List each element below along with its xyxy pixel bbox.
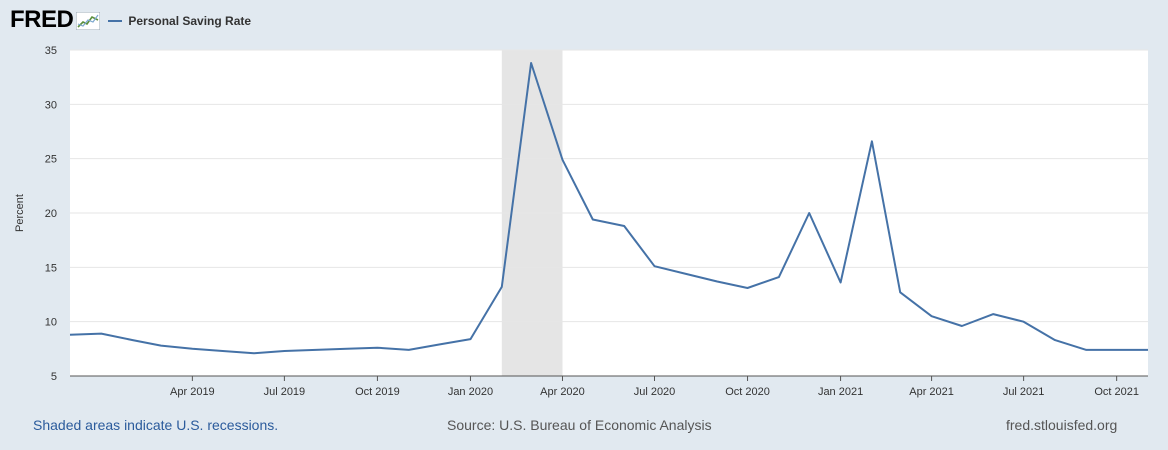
- x-tick-label: Jan 2021: [818, 386, 863, 398]
- y-tick-label: 25: [45, 154, 57, 166]
- legend-series-label: Personal Saving Rate: [128, 14, 252, 28]
- y-tick-label: 35: [45, 45, 57, 57]
- x-tick-label: Oct 2020: [725, 386, 770, 398]
- y-axis-label: Percent: [14, 194, 26, 232]
- x-tick-label: Jul 2020: [634, 386, 676, 398]
- x-tick-label: Jul 2021: [1003, 386, 1045, 398]
- data-point[interactable]: [1083, 347, 1089, 353]
- data-point[interactable]: [1021, 319, 1027, 325]
- source-text: Source: U.S. Bureau of Economic Analysis: [447, 417, 712, 433]
- data-point[interactable]: [406, 347, 412, 353]
- data-point[interactable]: [281, 348, 287, 354]
- x-tick-label: Jul 2019: [264, 386, 306, 398]
- series-line-personal-saving-rate[interactable]: [69, 62, 1148, 355]
- y-tick-label: 30: [45, 99, 57, 111]
- y-axis-ticks: 5 10 15 20 25 30 35: [45, 45, 57, 383]
- data-point[interactable]: [528, 60, 534, 66]
- data-point[interactable]: [929, 313, 935, 319]
- data-point[interactable]: [374, 345, 380, 351]
- data-point[interactable]: [436, 341, 442, 347]
- data-point[interactable]: [251, 350, 257, 356]
- x-tick-label: Apr 2021: [909, 386, 954, 398]
- data-point[interactable]: [344, 346, 350, 352]
- data-point[interactable]: [467, 336, 473, 342]
- data-point[interactable]: [838, 280, 844, 286]
- data-point[interactable]: [621, 223, 627, 229]
- fred-logo[interactable]: FRED: [10, 6, 74, 33]
- data-point[interactable]: [1052, 337, 1058, 343]
- x-tick-label: Apr 2020: [540, 386, 585, 398]
- y-tick-label: 20: [45, 208, 57, 220]
- y-tick-label: 15: [45, 262, 57, 274]
- data-point[interactable]: [158, 343, 164, 349]
- data-point[interactable]: [806, 210, 812, 216]
- data-point[interactable]: [897, 289, 903, 295]
- chart-header: FRED Personal Saving Rate: [10, 6, 251, 34]
- x-tick-label: Jan 2020: [448, 386, 493, 398]
- data-point[interactable]: [745, 285, 751, 291]
- x-tick-label: Oct 2019: [355, 386, 400, 398]
- data-point[interactable]: [499, 284, 505, 290]
- data-point[interactable]: [990, 311, 996, 317]
- data-point[interactable]: [313, 347, 319, 353]
- chart-legend: Personal Saving Rate: [108, 14, 251, 28]
- fred-url-link[interactable]: fred.stlouisfed.org: [1006, 417, 1118, 433]
- data-point[interactable]: [130, 337, 136, 343]
- data-point[interactable]: [776, 274, 782, 280]
- x-tick-label: Oct 2021: [1094, 386, 1139, 398]
- y-tick-label: 5: [51, 371, 57, 383]
- data-point[interactable]: [959, 323, 965, 329]
- data-point[interactable]: [869, 138, 875, 144]
- x-tick-label: Apr 2019: [170, 386, 215, 398]
- fred-chart-logo-icon: [76, 12, 101, 30]
- data-point[interactable]: [67, 332, 73, 338]
- data-point[interactable]: [559, 157, 565, 163]
- data-point[interactable]: [590, 217, 596, 223]
- grid-lines: [70, 49, 1148, 377]
- recession-note[interactable]: Shaded areas indicate U.S. recessions.: [33, 417, 279, 433]
- data-point[interactable]: [220, 348, 226, 354]
- data-point[interactable]: [98, 331, 104, 337]
- data-point[interactable]: [1114, 347, 1120, 353]
- data-point[interactable]: [652, 263, 658, 269]
- data-point[interactable]: [189, 346, 195, 352]
- x-axis-ticks: Apr 2019 Jul 2019 Oct 2019 Jan 2020 Apr 2020…: [170, 376, 1139, 398]
- data-point[interactable]: [714, 278, 720, 284]
- data-point[interactable]: [1145, 347, 1151, 353]
- data-point[interactable]: [683, 271, 689, 277]
- y-tick-label: 10: [45, 317, 57, 329]
- line-chart: 5 10 15 20 25 30 35 Apr 2019 Jul 2019 Oct 2019 Ja…: [14, 45, 1151, 398]
- legend-swatch: [108, 20, 123, 22]
